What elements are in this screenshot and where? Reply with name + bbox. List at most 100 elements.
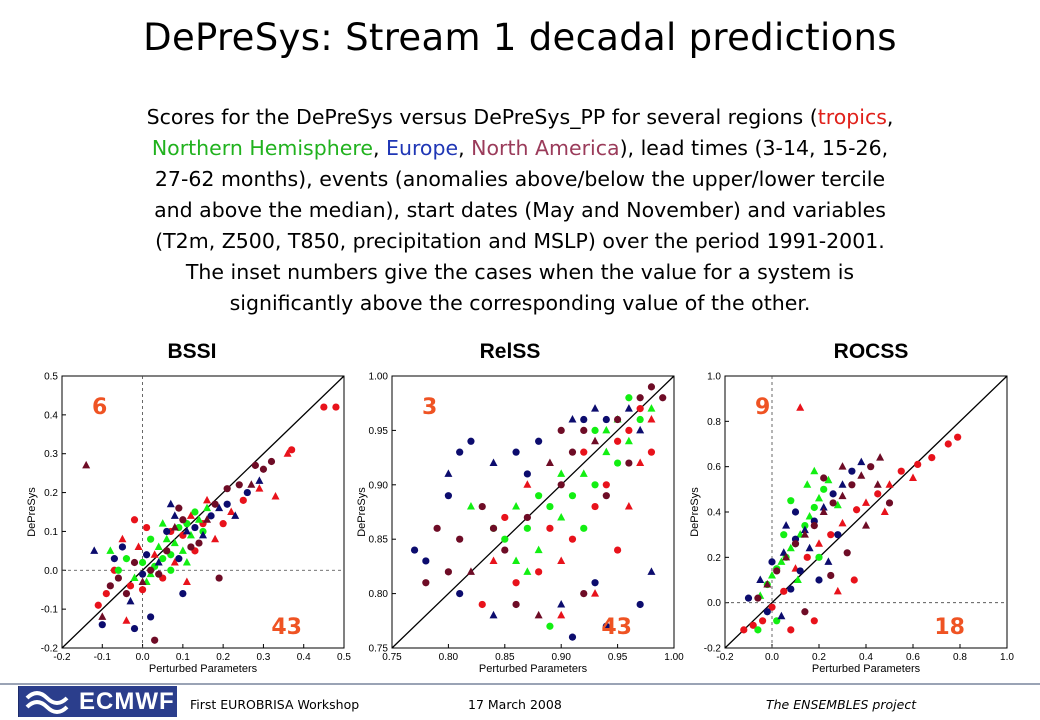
description-run: 27-62 months), events (anomalies above/b… <box>154 167 886 191</box>
x-tick-label: 0.0 <box>136 652 150 663</box>
data-point <box>591 404 600 412</box>
data-point <box>824 557 833 565</box>
data-point <box>602 622 610 630</box>
description-line: Scores for the DePreSys versus DePreSys_… <box>10 102 1030 133</box>
data-point <box>557 426 565 434</box>
y-tick-label: 0.5 <box>44 372 58 383</box>
data-point <box>602 447 611 456</box>
data-point <box>763 608 771 616</box>
data-point <box>782 552 791 561</box>
x-tick-label: 0.80 <box>439 652 459 663</box>
data-point <box>444 492 452 500</box>
data-point <box>489 458 498 467</box>
data-point <box>166 499 175 508</box>
data-point <box>580 426 588 434</box>
data-point <box>170 523 179 531</box>
description-line: Northern Hemisphere, Europe, North Ameri… <box>10 133 1030 164</box>
data-point <box>203 515 212 523</box>
x-tick-label: -0.2 <box>716 652 734 663</box>
data-point <box>591 579 599 587</box>
y-tick-label: 0.6 <box>707 462 721 473</box>
data-point <box>754 594 762 602</box>
description-line: and above the median), start dates (May … <box>10 195 1030 226</box>
data-point <box>838 480 847 488</box>
data-point <box>512 556 521 564</box>
data-point <box>857 471 866 479</box>
data-point <box>215 503 224 512</box>
data-point <box>227 507 236 515</box>
data-point <box>820 474 828 482</box>
data-point <box>512 502 521 510</box>
data-point <box>819 502 828 511</box>
data-point <box>170 558 179 566</box>
data-point <box>885 499 894 507</box>
description-run: The inset numbers give the cases when th… <box>185 260 855 284</box>
data-point <box>320 403 328 411</box>
data-point <box>155 570 163 578</box>
y-tick-label: -0.1 <box>41 605 59 616</box>
data-point <box>182 526 191 535</box>
data-point <box>568 415 577 423</box>
data-point <box>580 415 588 424</box>
data-point <box>815 576 823 584</box>
data-point <box>163 547 171 555</box>
data-point <box>850 576 858 584</box>
data-point <box>523 470 531 478</box>
description-run: Europe <box>386 136 459 160</box>
data-point <box>740 626 748 634</box>
data-point <box>444 469 453 477</box>
y-tick-label: 0.4 <box>44 410 58 421</box>
data-point <box>614 459 622 467</box>
data-point <box>580 590 588 598</box>
data-point <box>834 531 842 539</box>
data-point <box>130 573 139 582</box>
data-point <box>862 521 870 529</box>
data-point <box>223 500 231 508</box>
data-point <box>568 448 577 456</box>
data-point <box>625 394 633 402</box>
data-point <box>867 463 875 471</box>
data-point <box>489 610 498 619</box>
data-point <box>433 524 441 532</box>
data-point <box>624 436 633 445</box>
x-tick-label: 0.0 <box>765 652 779 663</box>
data-point <box>126 596 135 605</box>
data-point <box>122 616 131 624</box>
data-point <box>546 622 554 630</box>
chart-title-relss: RelSS <box>479 340 541 363</box>
data-point <box>162 534 171 543</box>
data-point <box>158 519 167 527</box>
data-point <box>805 543 814 552</box>
data-point <box>523 567 532 575</box>
data-point <box>625 459 633 467</box>
data-point <box>535 492 543 500</box>
data-point <box>647 567 656 575</box>
data-point <box>138 586 147 594</box>
y-axis-label: DePreSys <box>26 487 38 537</box>
data-point <box>106 546 115 554</box>
data-point <box>187 543 195 551</box>
data-point <box>591 481 599 489</box>
data-point <box>126 582 135 590</box>
y-tick-label: 0.2 <box>44 488 58 499</box>
data-point <box>944 440 952 448</box>
data-point <box>800 525 809 534</box>
data-point <box>255 484 264 492</box>
data-point <box>829 499 837 507</box>
data-point <box>501 546 509 554</box>
data-point <box>247 480 256 488</box>
data-point <box>175 555 183 563</box>
data-point <box>467 437 475 445</box>
data-point <box>591 589 600 597</box>
data-point <box>178 546 187 554</box>
data-point <box>147 613 155 621</box>
data-point <box>219 520 227 528</box>
data-point <box>602 425 611 434</box>
y-tick-label: 0.8 <box>707 417 721 428</box>
x-tick-label: 0.3 <box>256 652 270 663</box>
data-point <box>138 570 147 578</box>
data-point <box>186 530 195 539</box>
x-tick-label: 0.6 <box>906 652 920 663</box>
data-point <box>636 600 644 609</box>
y-tick-label: 0.75 <box>369 644 389 655</box>
